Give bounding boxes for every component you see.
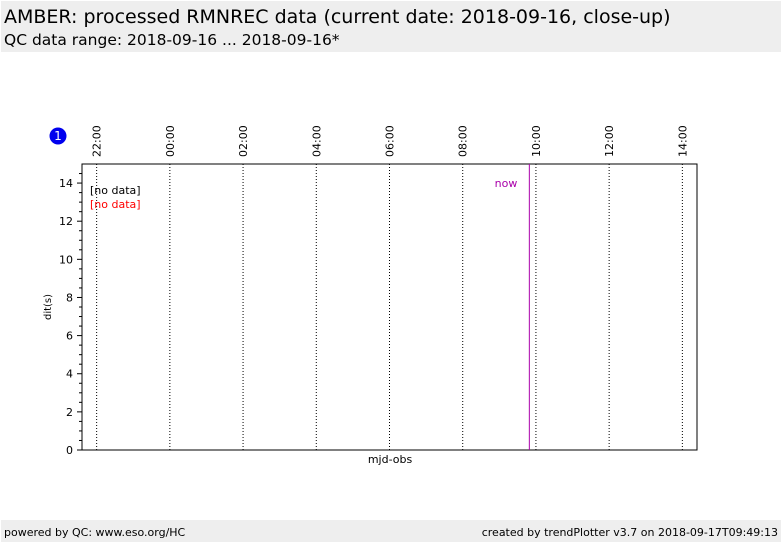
x-tick-label: 10:00: [530, 125, 543, 157]
page-subtitle: QC data range: 2018-09-16 ... 2018-09-16…: [4, 31, 340, 49]
y-tick-label: 10: [59, 253, 73, 266]
y-axis-label: dit(s): [43, 294, 54, 320]
y-tick-label: 6: [66, 330, 73, 343]
page-title: AMBER: processed RMNREC data (current da…: [4, 6, 671, 28]
y-tick-label: 12: [59, 215, 73, 228]
footer-right: created by trendPlotter v3.7 on 2018-09-…: [481, 526, 778, 539]
x-tick-label: 00:00: [164, 125, 177, 157]
footer-left: powered by QC: www.eso.org/HC: [4, 526, 186, 539]
legend-entry: [no data]: [90, 198, 141, 211]
x-tick-label: 08:00: [457, 125, 470, 157]
x-tick-label: 14:00: [676, 125, 689, 157]
badge-label: 1: [54, 129, 62, 143]
legend-entry: [no data]: [90, 184, 141, 197]
y-tick-label: 0: [66, 444, 73, 457]
chart: 1 mjd-obs dit(s) 0 2 4 6 8 10 12 14 22:00 00:00 02…: [43, 125, 698, 466]
x-tick-label: 22:00: [91, 125, 104, 157]
now-label: now: [495, 177, 518, 190]
x-tick-label: 12:00: [603, 125, 616, 157]
y-tick-label: 4: [66, 368, 73, 381]
y-tick-label: 8: [66, 291, 73, 304]
footer-band: [1, 520, 781, 542]
x-tick-label: 06:00: [384, 125, 397, 157]
x-axis-label: mjd-obs: [368, 453, 413, 466]
x-tick-label: 04:00: [310, 125, 323, 157]
y-tick-label: 14: [59, 177, 73, 190]
badge-circle: [49, 127, 67, 145]
y-tick-label: 2: [66, 406, 73, 419]
x-tick-label: 02:00: [237, 125, 250, 157]
header-band: [1, 1, 781, 52]
